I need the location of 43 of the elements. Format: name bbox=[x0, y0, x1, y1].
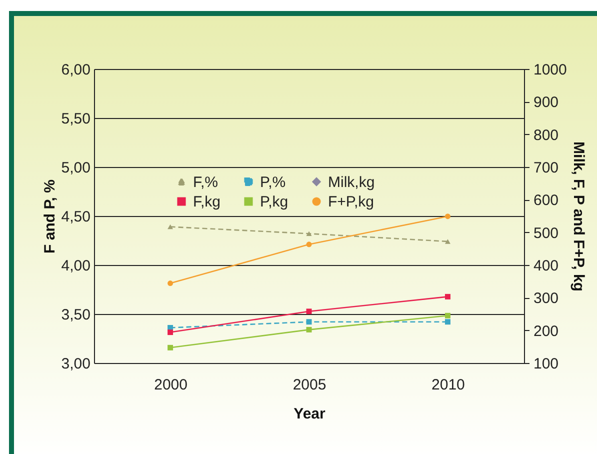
x-tick-label: 2005 bbox=[292, 376, 326, 394]
y-tick-label: 4,50 bbox=[61, 208, 90, 226]
point bbox=[306, 319, 312, 325]
legend-label: Milk,kg bbox=[328, 174, 375, 191]
y2-tick-label: 300 bbox=[534, 290, 559, 308]
point bbox=[168, 330, 174, 336]
point bbox=[444, 312, 450, 318]
legend-label: F+P,kg bbox=[328, 194, 374, 210]
point bbox=[168, 280, 174, 286]
y2-tick-label: 600 bbox=[534, 192, 559, 210]
legend-label: F,kg bbox=[193, 194, 221, 210]
point bbox=[444, 294, 450, 300]
y-tick-label: 4,00 bbox=[61, 258, 90, 274]
y-axis-title: F and P, % bbox=[41, 180, 58, 254]
y2-tick-label: 100 bbox=[534, 356, 559, 372]
y2-tick-label: 200 bbox=[534, 322, 559, 340]
point bbox=[444, 214, 450, 220]
point bbox=[168, 344, 174, 350]
y-tick-label: 3,00 bbox=[61, 356, 90, 372]
y-tick-label: 5,50 bbox=[61, 110, 90, 128]
y-tick-label: 6,00 bbox=[61, 62, 90, 78]
point bbox=[306, 231, 312, 236]
y-tick-label: 3,50 bbox=[61, 306, 90, 324]
legend-label: P,kg bbox=[260, 194, 288, 210]
legend-label: P,% bbox=[260, 174, 286, 191]
y-tick-label: 5,00 bbox=[61, 160, 90, 176]
y2-axis-title: Milk, F, P and F+P, kg bbox=[570, 142, 587, 292]
point bbox=[306, 326, 312, 332]
point bbox=[168, 224, 174, 230]
x-tick-label: 2000 bbox=[154, 376, 188, 394]
y2-tick-label: 1000 bbox=[534, 62, 567, 78]
point bbox=[306, 242, 312, 248]
x-axis-title: Year bbox=[294, 406, 326, 422]
y2-tick-label: 700 bbox=[534, 160, 559, 176]
point bbox=[444, 319, 450, 325]
y2-tick-label: 400 bbox=[534, 258, 559, 274]
y2-tick-label: 900 bbox=[534, 94, 559, 112]
y2-tick-label: 500 bbox=[534, 224, 559, 242]
point bbox=[306, 308, 312, 314]
legend-label: F,% bbox=[193, 174, 218, 191]
x-tick-label: 2010 bbox=[432, 376, 465, 394]
y2-tick-label: 800 bbox=[534, 126, 559, 144]
point bbox=[444, 239, 450, 244]
